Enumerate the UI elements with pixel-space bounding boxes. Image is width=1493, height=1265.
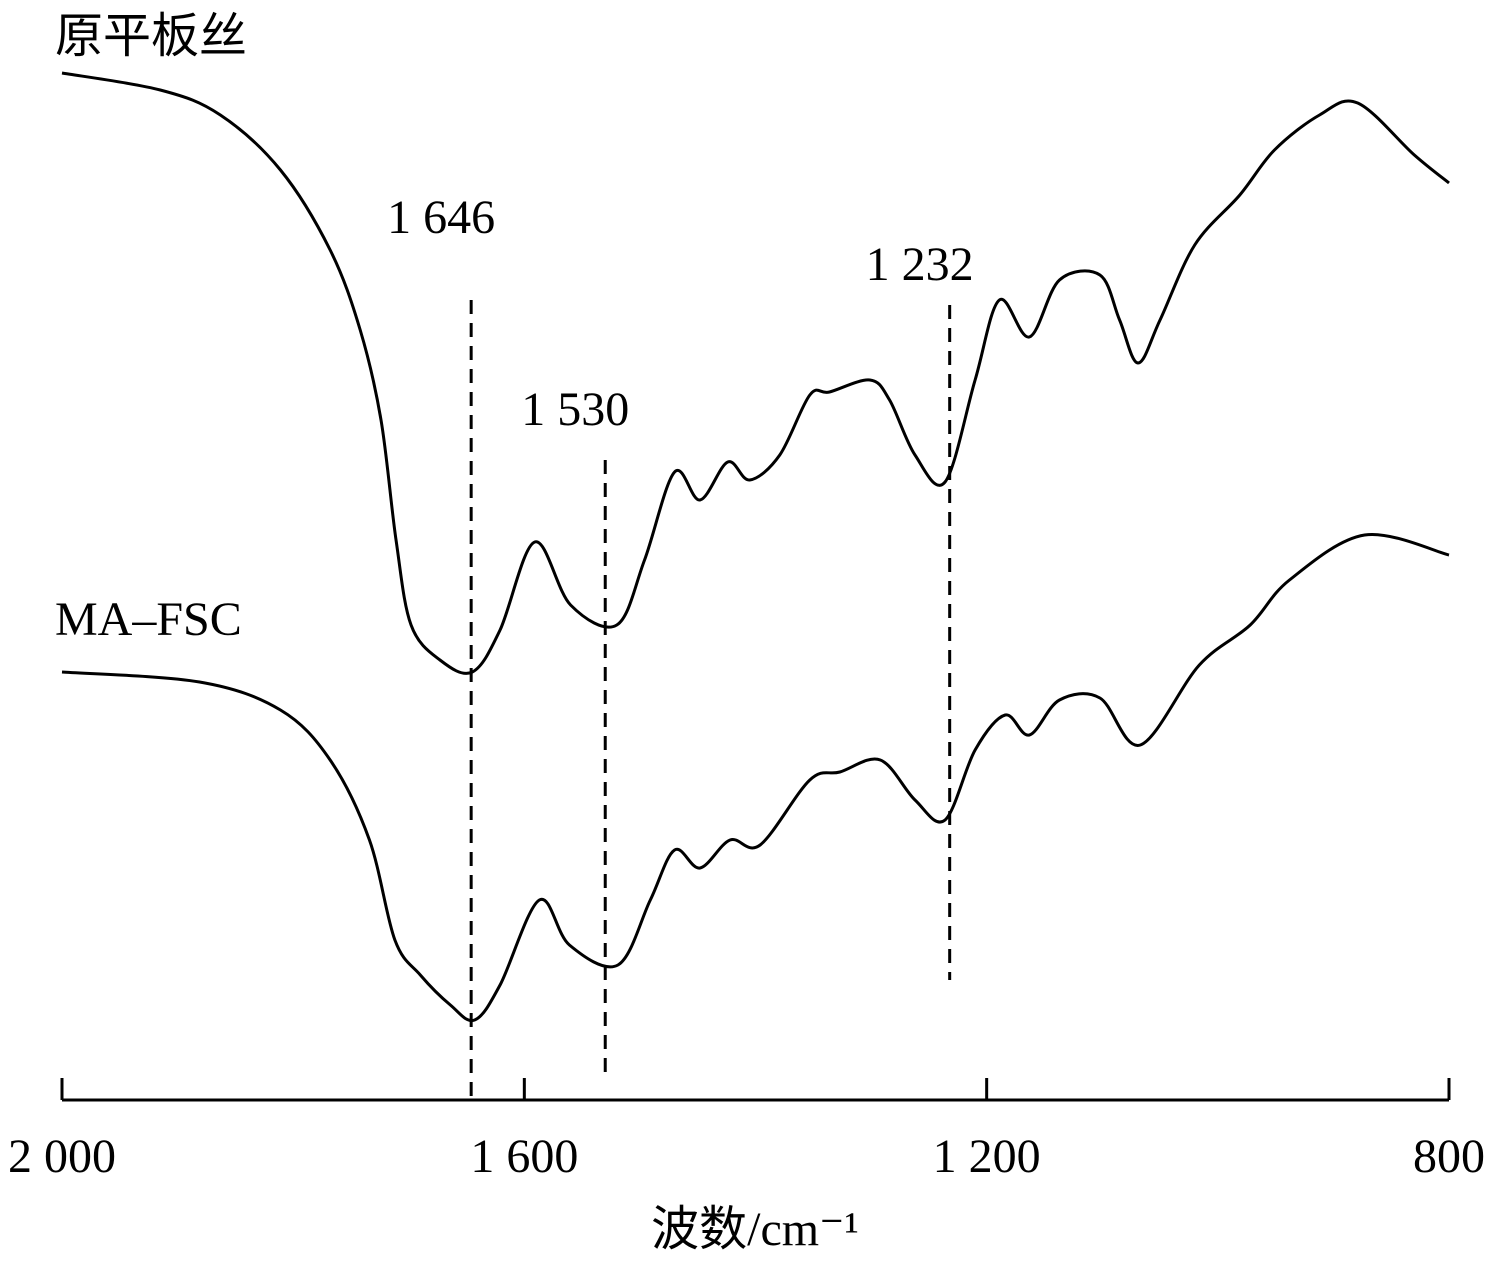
series-label: MA–FSC [55,593,242,646]
spectrum-line [61,532,1450,1023]
series-label: 原平板丝 [55,10,247,63]
x-axis-label: 波数/cm⁻¹ [651,1203,859,1256]
peak-label: 1 232 [866,238,974,291]
spectrum-line [61,71,1450,675]
peak-label: 1 530 [521,383,629,436]
peak-label: 1 646 [387,191,495,244]
x-tick-label: 1 200 [933,1130,1041,1183]
x-tick-label: 2 000 [8,1130,116,1183]
x-tick-label: 800 [1413,1130,1485,1183]
x-tick-label: 1 600 [470,1130,578,1183]
